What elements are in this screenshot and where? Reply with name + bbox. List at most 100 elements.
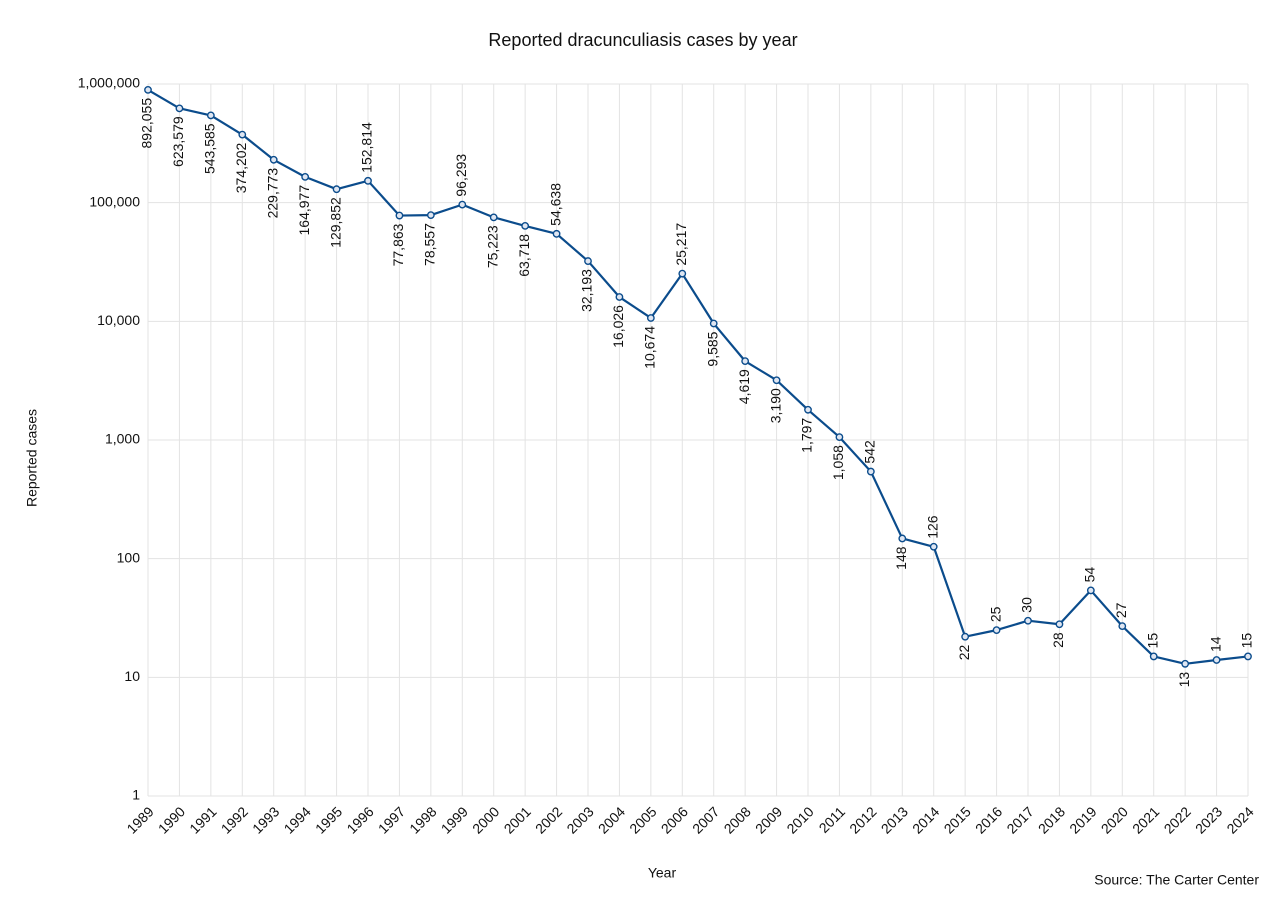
x-tick-label: 1992 [218,803,251,836]
x-tick-label: 2005 [626,803,659,836]
data-label: 374,202 [233,142,249,193]
x-tick-label: 1995 [312,803,345,836]
data-label: 32,193 [579,269,595,312]
x-tick-label: 2012 [846,803,879,836]
data-label: 1,797 [799,418,815,453]
data-point [804,405,812,414]
data-label: 54,638 [547,183,563,226]
x-tick-label: 2004 [595,803,628,836]
data-point [1181,659,1190,668]
x-tick-label: 2018 [1035,803,1068,836]
x-tick-label: 2008 [721,803,754,836]
data-label: 63,718 [516,234,532,277]
x-tick-label: 2019 [1066,803,1099,836]
data-point [395,211,404,220]
data-label: 152,814 [359,122,375,173]
x-tick-label: 2001 [501,803,534,836]
data-point [206,111,215,120]
x-tick-label: 2007 [689,803,722,836]
data-label: 25,217 [673,223,689,266]
data-point [1212,656,1221,664]
data-label: 13 [1176,672,1192,688]
x-tick-label: 1999 [438,803,471,836]
data-point [552,229,561,238]
x-tick-label: 2020 [1098,803,1131,836]
x-tick-label: 2023 [1192,803,1225,836]
data-point [1024,616,1032,625]
x-tick-label: 2016 [972,803,1005,836]
data-label: 126 [924,515,940,539]
x-tick-label: 1997 [375,803,408,836]
data-point [866,467,875,476]
x-tick-label: 2003 [563,803,596,836]
data-point [458,200,467,209]
data-point [898,534,907,543]
x-tick-label: 1998 [406,803,439,836]
x-tick-label: 1993 [249,803,282,836]
data-point [709,319,718,328]
data-label: 892,055 [139,98,155,149]
data-label: 148 [893,546,909,570]
data-point [364,176,372,185]
y-tick-label: 1,000 [105,431,140,447]
data-point [929,542,938,551]
data-label: 25 [987,606,1003,622]
data-label: 4,619 [736,369,752,404]
data-label: 1,058 [830,445,846,480]
data-label: 229,773 [264,168,280,219]
data-label: 542 [862,440,878,464]
x-tick-label: 2010 [783,803,816,836]
y-tick-label: 10,000 [97,312,140,328]
data-point [426,211,435,220]
x-tick-label: 2011 [816,803,849,836]
data-label: 22 [956,644,972,660]
data-label: 77,863 [390,223,406,266]
data-label: 16,026 [610,305,626,348]
data-label: 54 [1082,567,1098,583]
x-tick-label: 1996 [343,803,376,836]
data-label: 30 [1019,597,1035,613]
data-label: 9,585 [704,331,720,366]
data-label: 129,852 [327,197,343,248]
x-tick-label: 2013 [878,803,911,836]
y-tick-label: 100 [117,549,141,565]
data-point [1086,586,1095,595]
y-tick-label: 1 [132,787,140,803]
y-axis-label: Reported cases [24,409,40,507]
data-point [1118,622,1127,631]
data-point [772,376,781,385]
data-point [992,626,1001,635]
data-point [678,269,687,278]
data-label: 96,293 [453,154,469,197]
x-tick-label: 1991 [186,803,219,836]
x-tick-label: 2017 [1003,803,1036,836]
data-label: 27 [1113,602,1129,618]
data-label: 78,557 [422,223,438,266]
data-point [332,185,341,194]
data-point [175,104,184,113]
x-tick-label: 2006 [658,803,691,836]
data-point [144,85,152,94]
data-point [301,172,310,181]
x-tick-label: 2024 [1223,803,1256,836]
x-axis-label: Year [648,865,677,881]
data-label: 3,190 [767,388,783,423]
y-tick-label: 10 [124,668,140,684]
x-tick-label: 2021 [1129,803,1162,836]
data-point [1055,620,1064,629]
data-label: 15 [1144,633,1160,649]
data-label: 15 [1239,633,1255,649]
data-line [147,88,1249,665]
data-point [521,221,530,230]
data-point [489,213,498,222]
x-tick-label: 1990 [155,803,188,836]
data-point [835,433,844,441]
x-tick-label: 2015 [941,803,974,836]
data-point [961,632,970,641]
x-tick-label: 2000 [469,803,502,836]
y-tick-label: 100,000 [89,193,140,209]
data-point [741,357,750,366]
data-point [1244,652,1252,661]
data-point [238,130,247,139]
